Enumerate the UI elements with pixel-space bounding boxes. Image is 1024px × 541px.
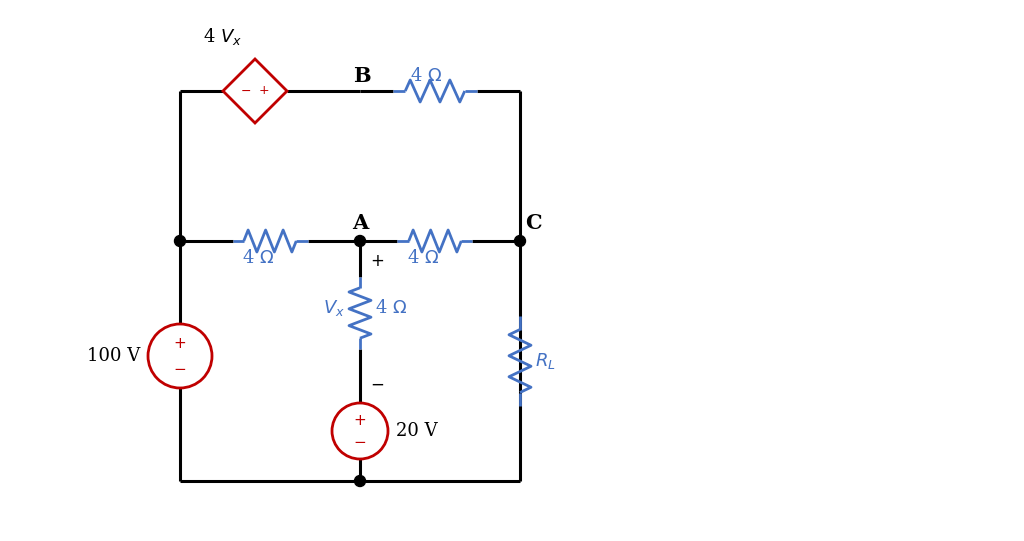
- Text: −: −: [353, 436, 367, 450]
- Text: $V_x$: $V_x$: [324, 298, 345, 318]
- Text: A: A: [352, 213, 369, 233]
- Text: 4 $\Omega$: 4 $\Omega$: [407, 249, 439, 267]
- Circle shape: [354, 235, 366, 247]
- Text: 4 $\Omega$: 4 $\Omega$: [375, 299, 408, 317]
- Text: 4 $\Omega$: 4 $\Omega$: [410, 67, 442, 85]
- Text: $R_L$: $R_L$: [535, 351, 556, 371]
- Circle shape: [354, 476, 366, 486]
- Text: +: +: [259, 84, 269, 97]
- Text: +: +: [353, 413, 367, 428]
- Text: C: C: [525, 213, 542, 233]
- Text: 4 $\Omega$: 4 $\Omega$: [242, 249, 274, 267]
- Text: −: −: [241, 84, 251, 97]
- Circle shape: [514, 235, 525, 247]
- Text: 20 V: 20 V: [396, 422, 437, 440]
- Text: −: −: [174, 362, 186, 377]
- Text: 100 V: 100 V: [87, 347, 140, 365]
- Text: 4 $V_x$: 4 $V_x$: [203, 26, 242, 47]
- Text: +: +: [174, 337, 186, 351]
- Circle shape: [174, 235, 185, 247]
- Text: B: B: [353, 66, 371, 86]
- Text: +: +: [370, 252, 384, 270]
- Text: −: −: [370, 376, 384, 394]
